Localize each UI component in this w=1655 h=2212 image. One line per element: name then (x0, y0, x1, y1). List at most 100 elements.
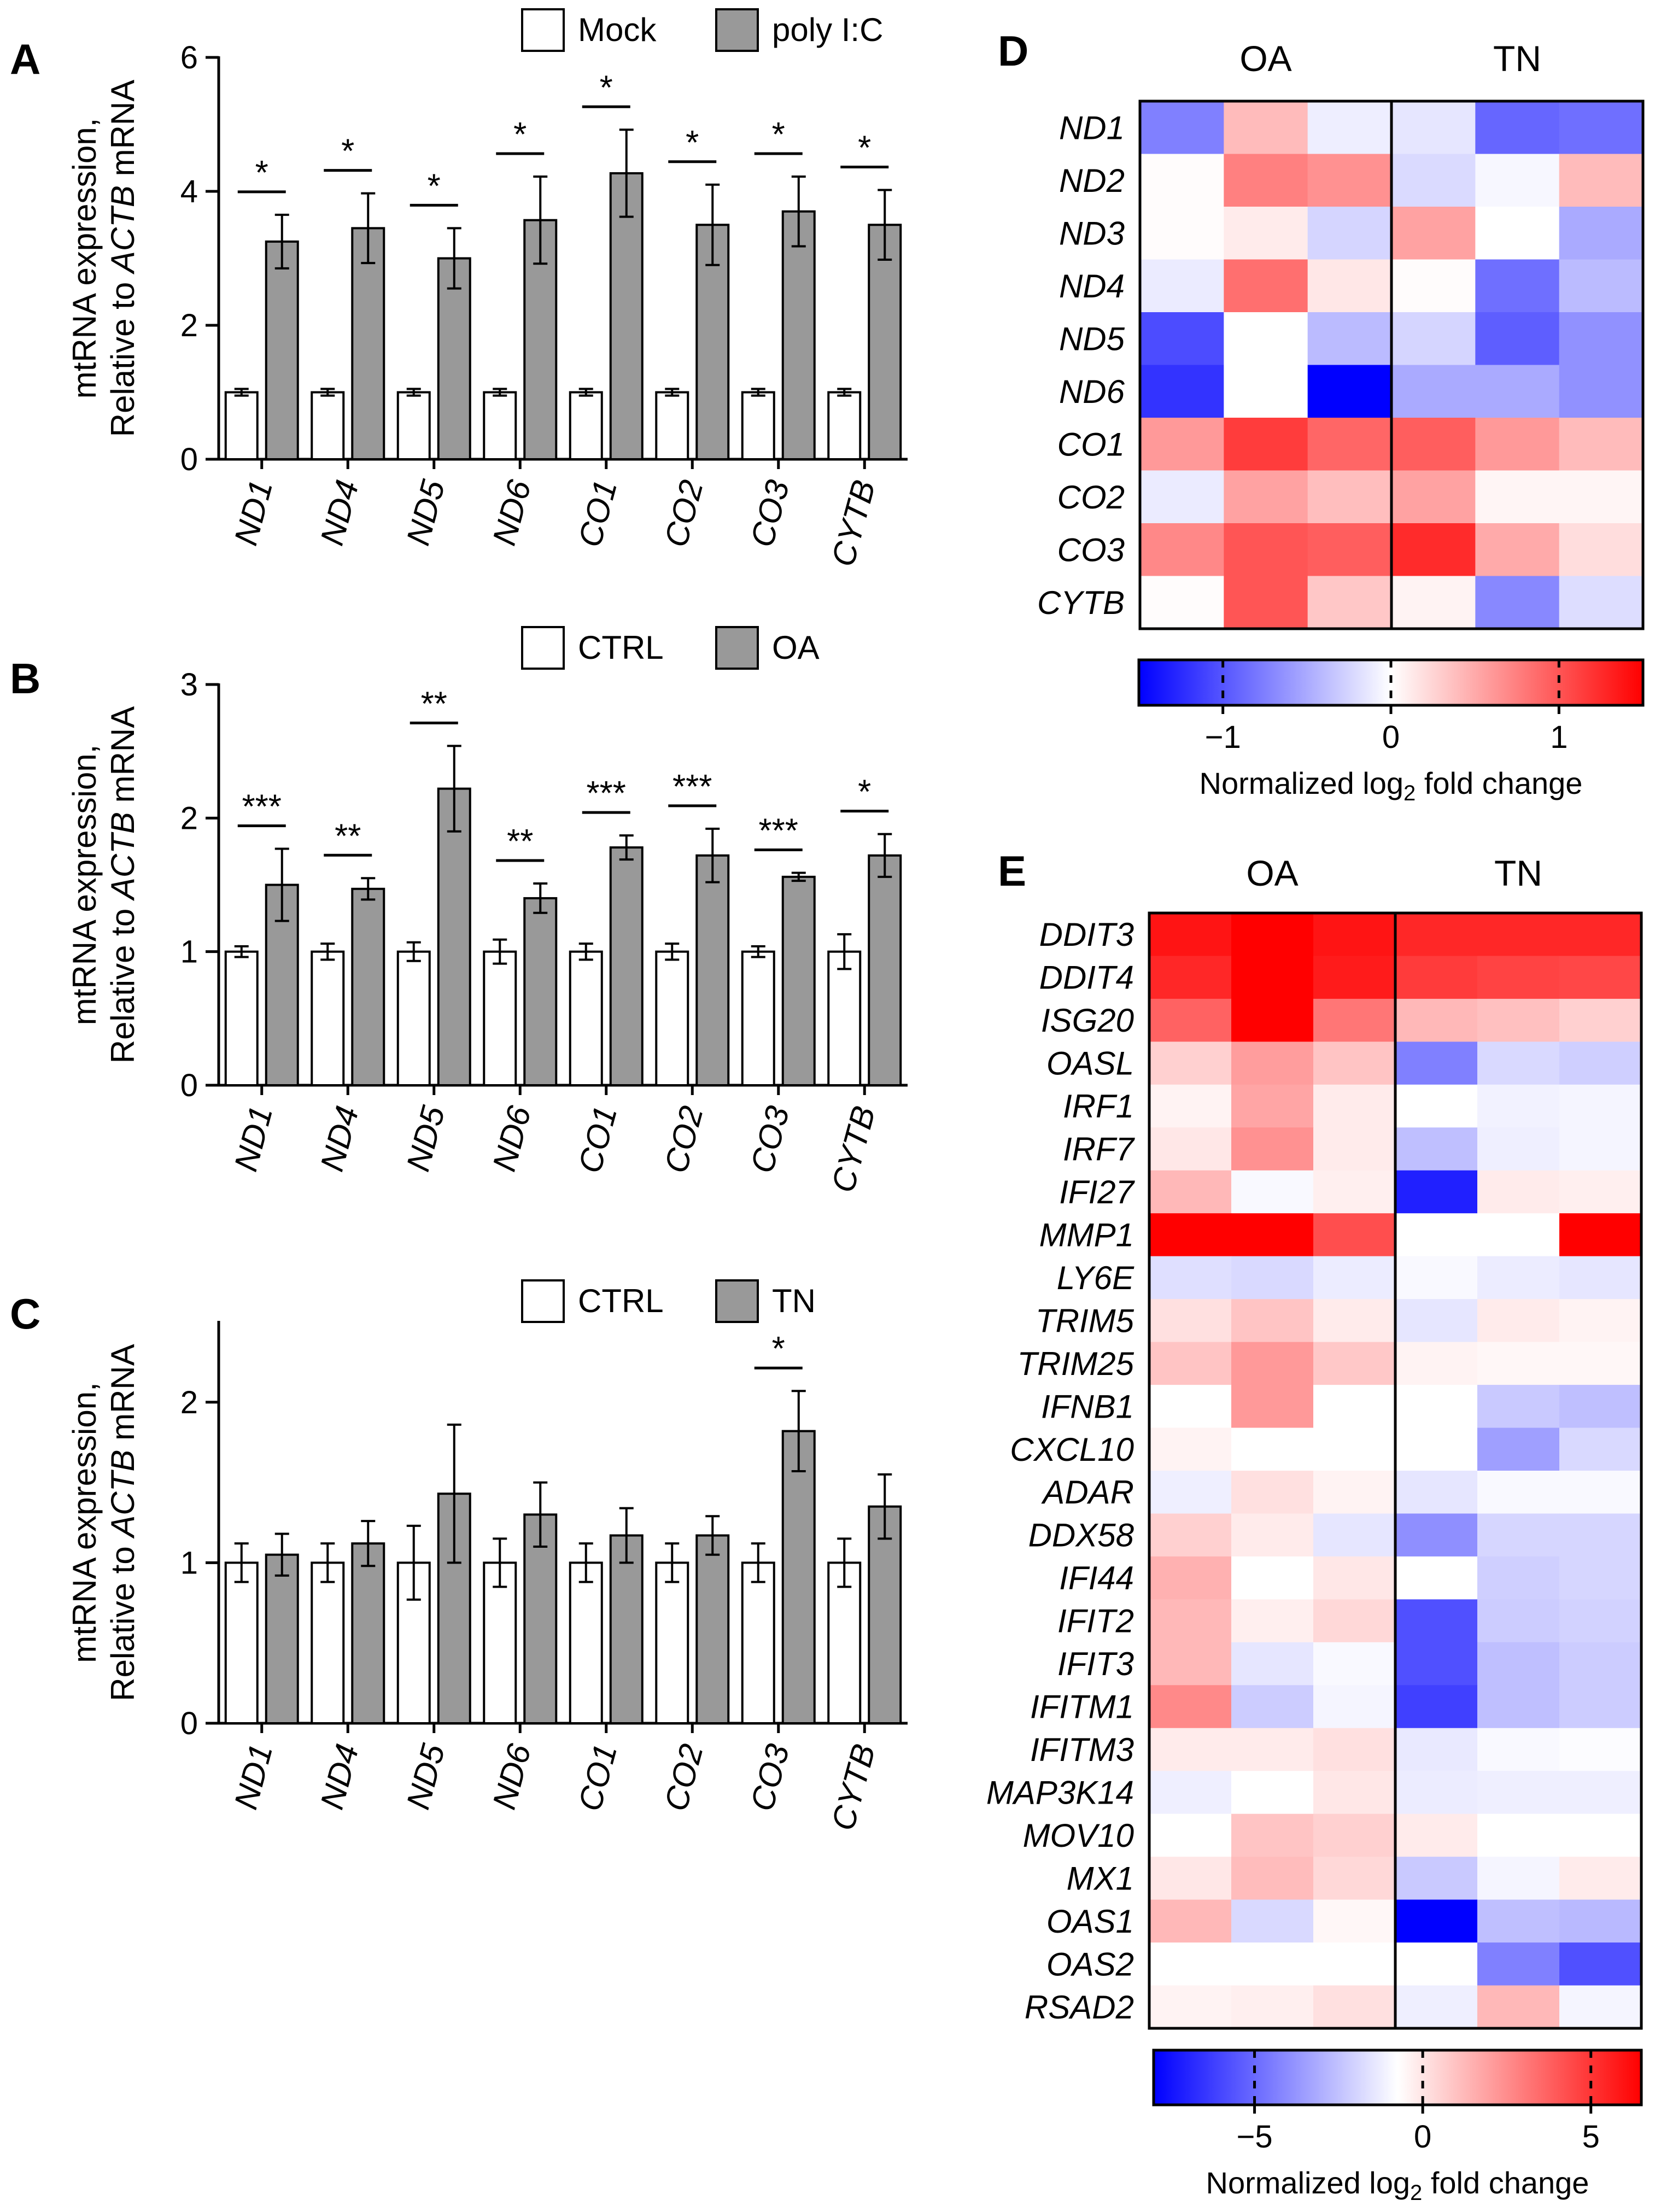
significance-stars-b: ** (335, 817, 361, 855)
heatmap-cell-d (1559, 259, 1644, 313)
significance-stars-b: *** (672, 768, 712, 806)
panel-label-a: A (10, 35, 40, 83)
legend-label-b: CTRL (578, 629, 664, 666)
heatmap-group-label-d: OA (1239, 38, 1291, 79)
heatmap-cell-e (1149, 956, 1232, 999)
heatmap-cell-e (1313, 1256, 1396, 1300)
heatmap-cell-d (1475, 418, 1560, 471)
heatmap-row-label-e: OAS1 (1046, 1903, 1134, 1940)
heatmap-cell-e (1149, 1256, 1232, 1300)
heatmap-cell-e (1559, 1513, 1642, 1557)
y-axis-label-line1-c: mtRNA expression, (66, 1382, 103, 1663)
heatmap-cell-d (1307, 418, 1392, 471)
heatmap-row-label-d: CYTB (1037, 584, 1125, 621)
significance-stars-b: *** (587, 775, 626, 812)
heatmap-cell-e (1313, 1127, 1396, 1171)
significance-stars-b: *** (242, 788, 282, 826)
heatmap-cell-e (1477, 1985, 1560, 2029)
heatmap-cell-d (1224, 418, 1308, 471)
heatmap-cell-e (1395, 1084, 1478, 1128)
bar-b-co3-ctrl (741, 950, 775, 1086)
heatmap-cell-e (1231, 1385, 1314, 1429)
heatmap-cell-e (1231, 1342, 1314, 1385)
heatmap-cell-e (1395, 1127, 1478, 1171)
heatmap-cell-e (1231, 1813, 1314, 1857)
significance-stars-a: * (600, 69, 613, 107)
heatmap-cell-d (1391, 312, 1476, 366)
legend-label-b: OA (772, 629, 820, 666)
heatmap-cell-e (1149, 1942, 1232, 1986)
heatmap-cell-e (1313, 1427, 1396, 1471)
heatmap-cell-d (1307, 154, 1392, 207)
y-axis-label-text: mRNA (104, 80, 141, 185)
heatmap-cell-e (1149, 1857, 1232, 1900)
colorbar-label-d: Normalized log2 fold change (1200, 766, 1583, 805)
heatmap-cell-e (1395, 1256, 1478, 1300)
heatmap-cell-d (1307, 365, 1392, 418)
heatmap-cell-e (1395, 1728, 1478, 1771)
bar-a-co2-ctrl (655, 391, 689, 460)
heatmap-row-label-d: ND2 (1059, 162, 1125, 199)
x-tick-label-b-co2: CO2 (657, 1102, 710, 1177)
colorbar-tick-label-e: 0 (1414, 2119, 1431, 2155)
heatmap-cell-e (1395, 1385, 1478, 1429)
x-tick-label-a-co3: CO3 (744, 476, 797, 551)
heatmap-row-label-e: DDX58 (1028, 1517, 1134, 1554)
heatmap-cell-e (1395, 1427, 1478, 1471)
heatmap-row-label-d: CO1 (1057, 426, 1125, 463)
y-axis-label-line1-a: mtRNA expression, (66, 118, 103, 399)
heatmap-cell-e (1149, 1127, 1232, 1171)
heatmap-cell-e (1231, 998, 1314, 1042)
legend-swatch-a (715, 8, 759, 52)
significance-stars-a: * (428, 167, 441, 205)
heatmap-cell-e (1231, 1642, 1314, 1686)
heatmap-row-label-e: IFITM3 (1030, 1731, 1134, 1768)
heatmap-row-label-e: IFITM1 (1030, 1689, 1134, 1725)
heatmap-cell-d (1475, 154, 1560, 207)
heatmap-row-label-d: ND4 (1059, 268, 1125, 305)
heatmap-cell-e (1477, 1899, 1560, 1943)
y-tick-label-a: 4 (180, 174, 198, 209)
heatmap-cell-e (1149, 1471, 1232, 1514)
bar-b-co2-trt (695, 854, 730, 1087)
heatmap-cell-d (1559, 470, 1644, 524)
heatmap-cell-e (1231, 1985, 1314, 2029)
heatmap-cell-e (1231, 1556, 1314, 1600)
bar-c-co2-ctrl (655, 1561, 689, 1724)
heatmap-cell-e (1477, 1427, 1560, 1471)
x-tick-label-b-nd1: ND1 (227, 1102, 280, 1175)
bar-c-nd6-trt (523, 1513, 558, 1725)
heatmap-cell-d (1224, 154, 1308, 207)
heatmap-cell-e (1477, 1471, 1560, 1514)
panel-label-c: C (10, 1290, 40, 1338)
heatmap-cell-d (1475, 523, 1560, 577)
y-tick-label-c: 2 (180, 1385, 198, 1420)
heatmap-cell-e (1313, 956, 1396, 999)
heatmap-cell-e (1477, 1084, 1560, 1128)
y-axis-label-gene: ACTB (104, 185, 141, 274)
heatmap-cell-e (1313, 1985, 1396, 2029)
significance-stars-b: ** (507, 823, 533, 861)
significance-stars-c: * (772, 1330, 785, 1368)
heatmap-cell-e (1231, 1599, 1314, 1643)
heatmap-cell-e (1231, 1299, 1314, 1343)
y-tick-label-a: 2 (180, 308, 198, 343)
panel-label-b: B (10, 654, 40, 703)
colorbar-label-text: Normalized log (1206, 2166, 1411, 2200)
heatmap-cell-e (1313, 1771, 1396, 1815)
heatmap-row-label-e: RSAD2 (1025, 1989, 1134, 2026)
heatmap-cell-e (1149, 1985, 1232, 2029)
heatmap-cell-e (1313, 1899, 1396, 1943)
bar-b-nd5-trt (437, 787, 471, 1086)
bar-b-nd5-ctrl (396, 950, 431, 1086)
bar-c-co3-trt (781, 1430, 816, 1724)
heatmap-cell-d (1307, 470, 1392, 524)
heatmap-cell-e (1149, 1513, 1232, 1557)
heatmap-cell-d (1140, 101, 1224, 155)
bar-a-co3-trt (781, 210, 816, 460)
heatmap-cell-e (1149, 1342, 1232, 1385)
heatmap-cell-e (1477, 1685, 1560, 1729)
heatmap-cell-e (1477, 1170, 1560, 1214)
bar-c-co1-ctrl (569, 1561, 603, 1724)
heatmap-cell-e (1231, 1771, 1314, 1815)
